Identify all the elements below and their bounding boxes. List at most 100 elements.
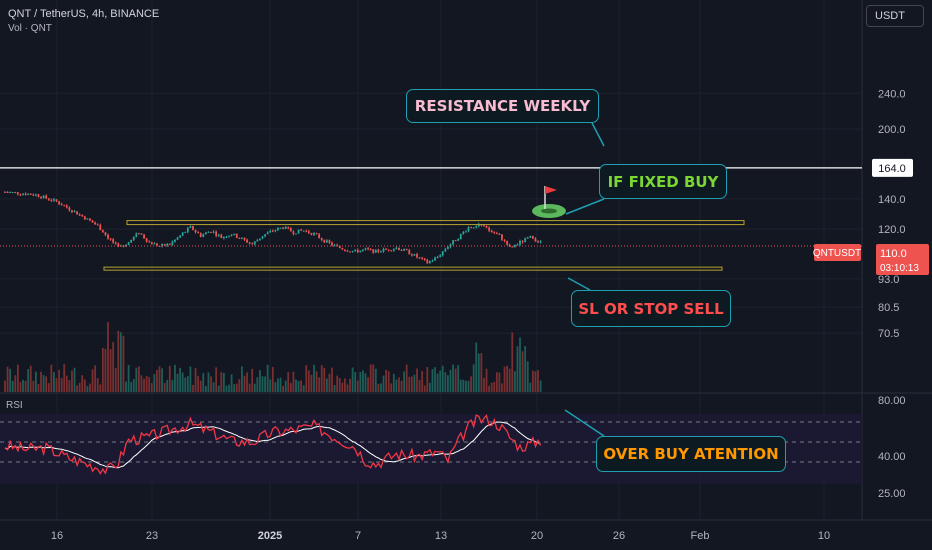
candle-body <box>297 229 300 234</box>
volume-bar <box>377 383 380 392</box>
sell-pointer <box>567 277 591 291</box>
candle-body <box>261 236 264 239</box>
candle-body <box>395 247 398 249</box>
symbol-title[interactable]: QNT / TetherUS, 4h, BINANCE <box>8 8 160 20</box>
resistance-weekly-callout[interactable]: RESISTANCE WEEKLY <box>406 89 599 123</box>
if-fixed-buy-callout[interactable]: IF FIXED BUY <box>599 164 727 199</box>
candle-body <box>313 233 315 235</box>
candle-body <box>325 240 328 243</box>
candle-body <box>60 204 63 206</box>
volume-bar <box>534 371 537 392</box>
volume-bar <box>485 368 488 392</box>
price-axis[interactable]: 240.0 200.0 140.0 120.0 93.0 80.5 70.5 80.00 40.… <box>878 88 906 500</box>
volume-bar <box>73 367 76 392</box>
candle-body <box>58 201 60 205</box>
price-tick-label: 140.0 <box>878 194 906 206</box>
candle-body <box>369 249 372 251</box>
currency-button[interactable]: USDT <box>866 5 924 27</box>
volume-bar <box>259 370 261 392</box>
candle-body <box>377 249 380 252</box>
volume-bar <box>101 347 104 392</box>
volume-bar <box>289 383 292 392</box>
buy-pointer <box>565 198 605 215</box>
volume-bar <box>158 366 161 392</box>
candle-body <box>328 240 331 243</box>
volume-bar <box>490 382 493 392</box>
volume-bar <box>58 369 60 392</box>
candle-body <box>408 250 411 255</box>
volume-bar <box>14 375 17 392</box>
volume-bar <box>225 385 228 392</box>
stop-sell-callout[interactable]: SL OR STOP SELL <box>571 290 731 327</box>
rsi-legend[interactable]: RSI <box>6 400 23 411</box>
volume-bar <box>94 365 97 392</box>
candle-body <box>212 231 215 233</box>
countdown-text: 03:10:13 <box>880 263 919 274</box>
volume-bar <box>300 380 303 392</box>
candle-body <box>96 224 99 226</box>
candle-body <box>145 238 148 242</box>
volume-bar <box>174 364 176 392</box>
candle-body <box>76 211 78 215</box>
volume-bar <box>27 368 30 392</box>
volume-bar <box>364 373 367 392</box>
candle-body <box>354 249 357 251</box>
volume-bar <box>78 382 81 392</box>
candle-body <box>434 257 436 261</box>
candle-body <box>364 248 367 250</box>
candle-body <box>374 249 377 253</box>
volume-bar <box>338 378 341 392</box>
candle-body <box>251 243 254 245</box>
candle-body <box>336 245 339 247</box>
candle-body <box>138 233 140 235</box>
volume-bar <box>55 378 58 392</box>
volume-bar <box>297 381 300 392</box>
volume-bar <box>83 379 86 392</box>
candle-body <box>91 220 94 223</box>
volume-bar <box>150 383 153 392</box>
volume-bar <box>524 346 527 392</box>
volume-bar <box>71 370 73 392</box>
candle-body <box>351 250 354 252</box>
time-tick-label: 26 <box>613 530 625 542</box>
volume-legend[interactable]: Vol · QNT <box>8 23 52 34</box>
volume-bar <box>181 372 184 392</box>
volume-bar <box>63 364 66 392</box>
candle-body <box>143 234 145 239</box>
candle-body <box>186 227 189 232</box>
candle-body <box>490 230 493 233</box>
volume-bar <box>410 376 413 392</box>
volume-bar <box>166 379 169 392</box>
candle-body <box>269 230 272 233</box>
volume-bar <box>537 370 539 392</box>
candle-body <box>416 254 418 258</box>
candle-body <box>253 241 256 245</box>
volume-bar <box>279 377 282 392</box>
candle-body <box>457 239 460 241</box>
volume-bar <box>390 383 393 392</box>
volume-bar <box>9 368 12 392</box>
candle-body <box>32 194 35 196</box>
candle-body <box>217 234 220 236</box>
volume-bar <box>467 380 470 392</box>
over-buy-callout[interactable]: OVER BUY ATENTION <box>596 436 786 472</box>
volume-bar <box>163 383 166 392</box>
volume-bar <box>241 366 243 392</box>
candle-body <box>153 243 156 245</box>
candle-body <box>467 227 470 232</box>
volume-bar <box>408 376 411 392</box>
volume-bar <box>228 384 230 392</box>
candle-body <box>163 244 166 246</box>
candle-body <box>22 193 24 195</box>
time-tick-label: 2025 <box>258 530 282 542</box>
volume-bar <box>153 374 156 392</box>
volume-bar <box>470 376 472 392</box>
volume-bar <box>251 368 254 392</box>
candle-body <box>493 232 496 234</box>
volume-bar <box>465 380 467 392</box>
time-axis[interactable]: 16 23 2025 7 13 20 26 Feb 10 <box>51 530 830 542</box>
candle-body <box>274 230 277 232</box>
candle-body <box>341 248 344 250</box>
candle-body <box>382 248 385 252</box>
